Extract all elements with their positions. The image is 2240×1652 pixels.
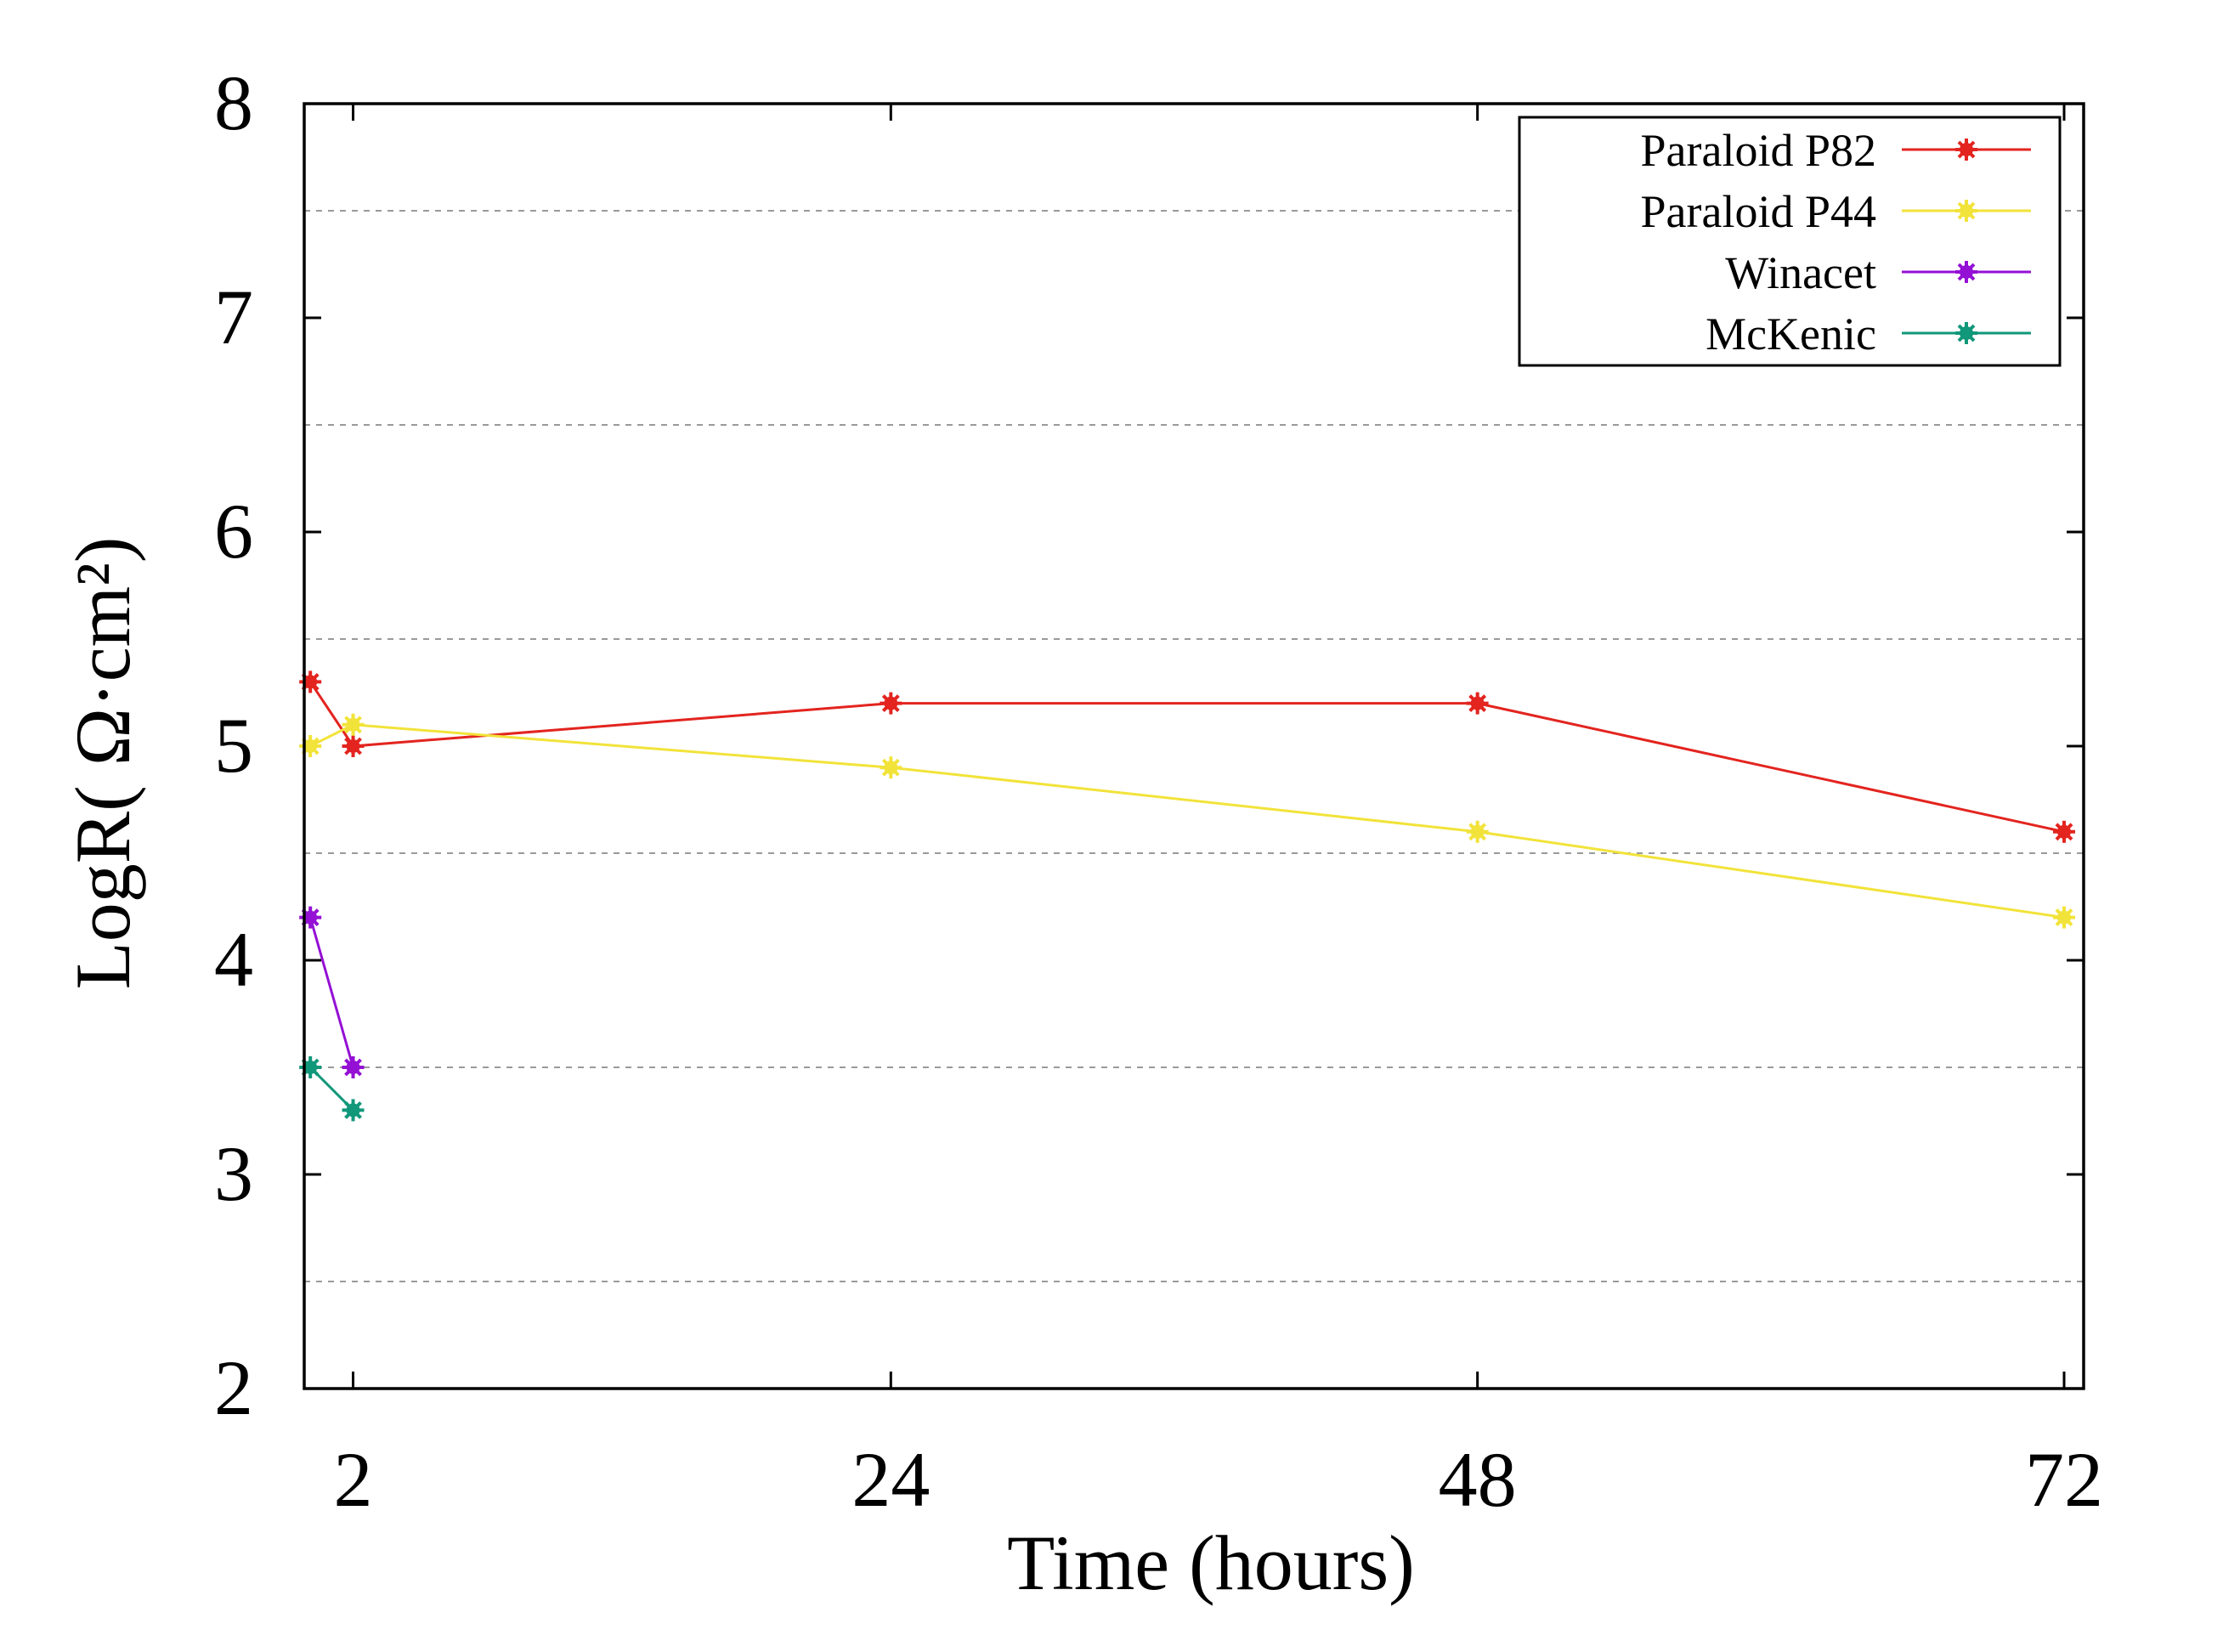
labels-layer: Time (hours) LogR( Ω·cm²): [59, 537, 1415, 1606]
y-tick-label: 3: [214, 1130, 253, 1217]
ticks-layer: 2 3 4 5 6 7 8 2 24 48 72: [214, 59, 2103, 1523]
legend-label: McKenic: [1705, 308, 1876, 359]
data-point-paraloid-p44: [342, 713, 365, 736]
series-line-winacet: [308, 917, 354, 1068]
legend-marker: [1955, 261, 1977, 283]
legend-item-winacet: Winacet: [1725, 247, 2031, 298]
data-point-winacet: [299, 906, 322, 929]
x-tick-label: 48: [1439, 1436, 1517, 1523]
data-point-paraloid-p82: [2052, 820, 2075, 843]
data-point-paraloid-p82: [299, 670, 322, 693]
x-tick-label: 72: [2025, 1436, 2103, 1523]
plot-frame: [303, 102, 2085, 1390]
series-layer: [299, 670, 2075, 1122]
legend-box: [1518, 116, 2062, 367]
legend: Paraloid P82 Paraloid P44 Winacet McKenic: [1518, 116, 2062, 367]
legend-item-mckenic: McKenic: [1705, 308, 2031, 359]
y-tick-label: 6: [214, 488, 253, 574]
legend-label: Winacet: [1725, 247, 1876, 298]
x-axis-title: Time (hours): [1007, 1519, 1415, 1606]
data-point-paraloid-p82: [880, 692, 902, 715]
legend-item-paraloid-p44: Paraloid P44: [1641, 186, 2031, 237]
legend-label: Paraloid P82: [1641, 125, 1877, 176]
legend-marker: [1955, 200, 1977, 222]
y-tick-label: 7: [214, 274, 253, 360]
data-point-paraloid-p82: [342, 735, 365, 757]
series-line-paraloid-p82: [308, 681, 2065, 834]
y-tick-label: 4: [214, 916, 253, 1003]
legend-item-paraloid-p82: Paraloid P82: [1641, 125, 2031, 176]
data-point-winacet: [342, 1056, 365, 1078]
series-paraloid-p82: [299, 670, 2075, 843]
legend-label: Paraloid P44: [1641, 186, 1877, 237]
series-winacet: [299, 906, 365, 1078]
data-point-paraloid-p44: [1466, 820, 1489, 843]
legend-marker: [1955, 139, 1977, 161]
data-point-mckenic: [342, 1099, 365, 1122]
data-point-paraloid-p44: [299, 735, 322, 757]
y-axis-title: LogR( Ω·cm²): [59, 537, 146, 990]
y-tick-label: 8: [214, 59, 253, 146]
data-point-paraloid-p44: [2052, 906, 2075, 929]
series-mckenic: [299, 1056, 365, 1122]
series-paraloid-p44: [299, 713, 2075, 929]
grid-layer: [304, 210, 2084, 1282]
y-tick-label: 5: [214, 702, 253, 789]
data-point-paraloid-p82: [1466, 692, 1489, 715]
y-tick-label: 2: [214, 1344, 253, 1431]
legend-marker: [1955, 322, 1977, 344]
x-tick-label: 2: [334, 1436, 373, 1523]
data-point-paraloid-p44: [880, 756, 902, 779]
x-tick-label: 24: [851, 1436, 930, 1523]
series-line-paraloid-p44: [309, 723, 2065, 919]
